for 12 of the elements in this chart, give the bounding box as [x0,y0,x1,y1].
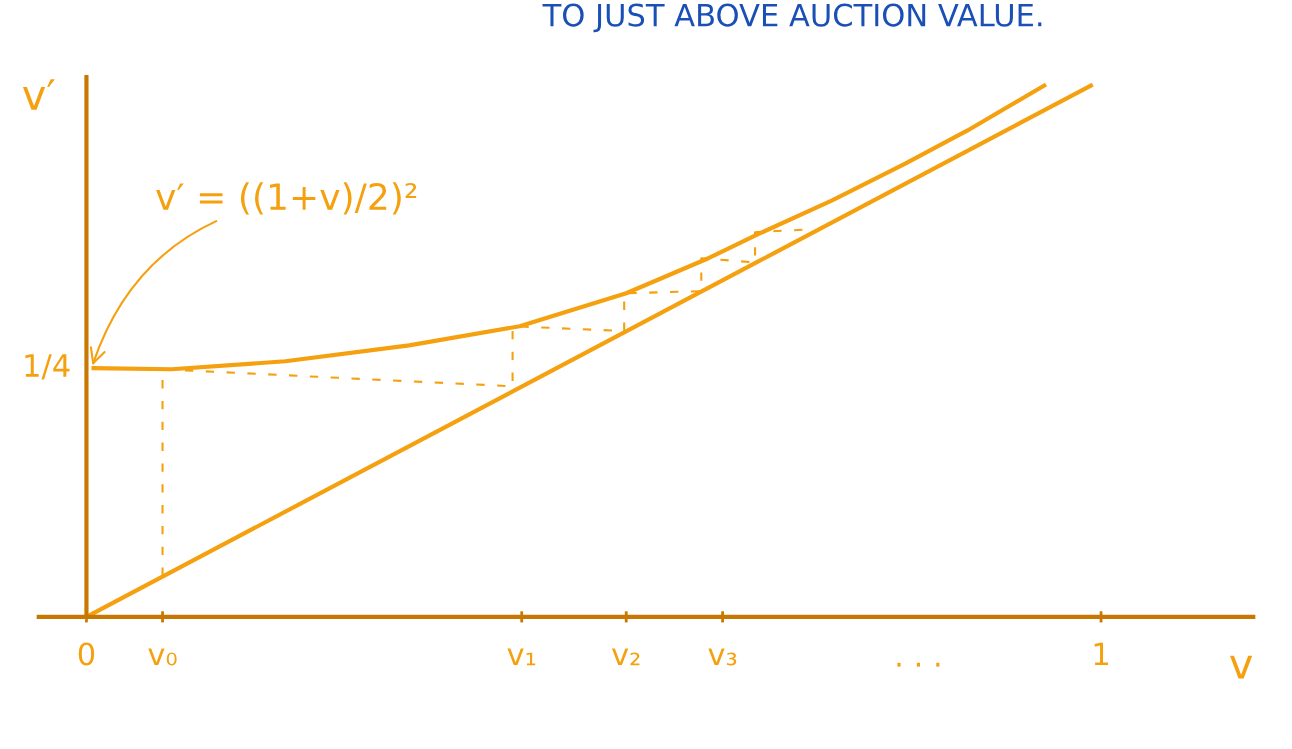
annotation: v′ = ((1+v)/2)² [156,182,417,215]
x-tick-label: v₀ [148,648,177,666]
text: TO JUST ABOVE AUCTION VALUE. [542,3,1042,33]
x-tick-label: 0 [78,642,95,666]
y-axis-title: v′ [22,79,55,110]
x-tick-label: v₃ [708,648,737,666]
x-tick-label: v₁ [507,648,536,666]
text: · · · [897,662,940,667]
x-tick-label: v₂ [611,648,640,666]
x-axis-title: v [1230,655,1253,679]
annotation: 1/4 [25,354,70,380]
x-tick-label: 1 [1094,642,1108,666]
